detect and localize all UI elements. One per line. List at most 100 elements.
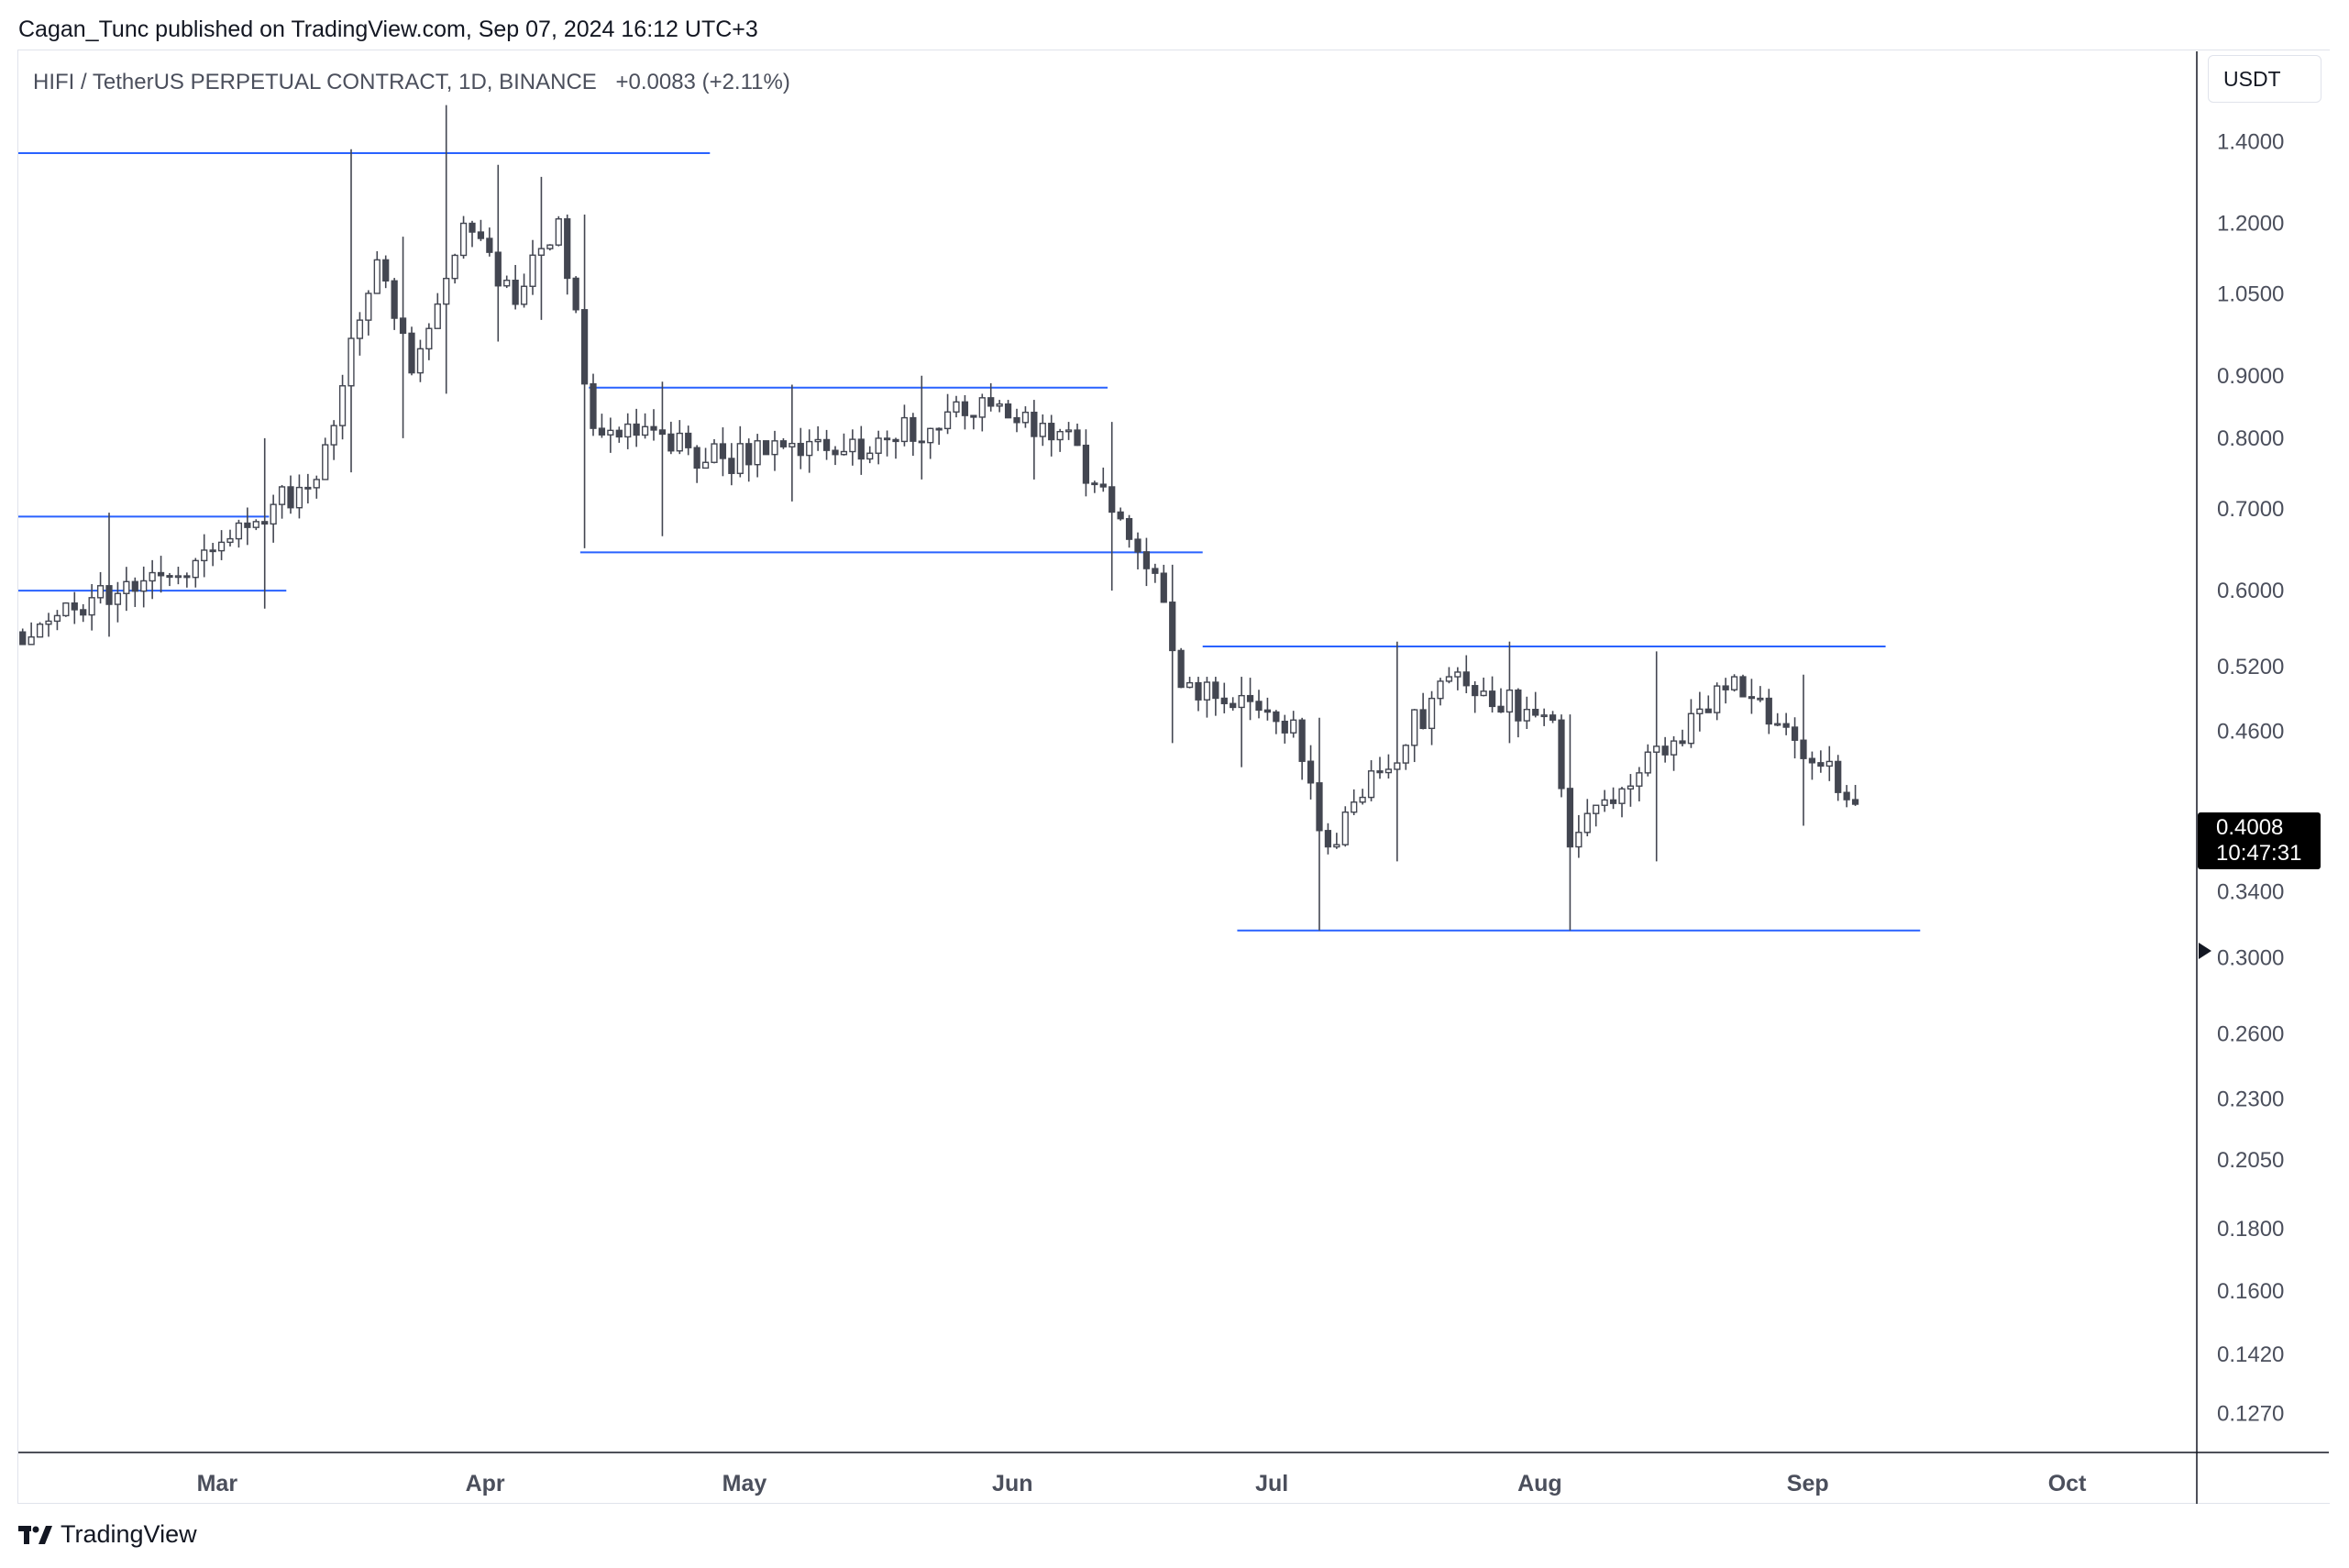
candle (1748, 679, 1756, 714)
candle (754, 434, 761, 478)
candle (745, 438, 753, 482)
candle (1048, 414, 1055, 457)
candle-body-up (814, 438, 822, 443)
candle-body-up (1359, 796, 1366, 803)
candle (910, 413, 917, 457)
candles (19, 105, 1859, 931)
candle (425, 323, 433, 360)
candle (883, 430, 891, 457)
candle (1160, 564, 1167, 603)
candle (866, 446, 874, 464)
candle (1765, 689, 1772, 734)
candle-body-down (244, 522, 251, 528)
brand-name: TradingView (61, 1520, 197, 1548)
candle (373, 250, 380, 294)
candle (391, 278, 398, 330)
candle-body-down (580, 309, 589, 385)
candle (1281, 714, 1288, 744)
symbol-legend: HIFI / TetherUS PERPETUAL CONTRACT, 1D, … (33, 70, 790, 95)
candle-body-up (1523, 708, 1530, 722)
candle (166, 572, 173, 587)
candle-body-up (546, 244, 554, 249)
candle (736, 425, 744, 478)
candle (1402, 744, 1409, 770)
candle-body-down (857, 438, 865, 460)
symbol-title: HIFI / TetherUS PERPETUAL CONTRACT, 1D, … (33, 70, 597, 94)
candle-body-down (1739, 676, 1747, 698)
candle (382, 255, 390, 289)
publisher-line: Cagan_Tunc published on TradingView.com,… (18, 17, 758, 42)
candle-body-up (771, 440, 778, 456)
candle-body-down (1212, 681, 1219, 700)
candle-body-up (1333, 844, 1340, 848)
price-tick-label: 1.2000 (2217, 212, 2284, 237)
currency-unit-button[interactable]: USDT (2208, 55, 2321, 103)
candle (1074, 423, 1081, 447)
candle (814, 425, 822, 451)
candle-body-down (1376, 770, 1384, 774)
candle (1583, 799, 1591, 837)
candle (80, 603, 87, 623)
candle (88, 584, 95, 631)
candle-body-up (875, 437, 882, 454)
candle (96, 571, 105, 604)
candle (978, 393, 986, 432)
candle (961, 394, 969, 430)
candle-body-up (338, 385, 347, 426)
candle (849, 429, 856, 466)
candle-body-up (1757, 697, 1764, 701)
candle (1324, 823, 1332, 855)
candle-body-down (408, 332, 415, 374)
candle (1757, 686, 1764, 702)
candle (537, 176, 546, 320)
candle-body-down (961, 401, 969, 416)
brand-logo[interactable]: TradingView (18, 1520, 197, 1549)
candle-body-up (416, 348, 425, 374)
candle (918, 375, 925, 480)
price-tick-label: 0.4600 (2217, 720, 2284, 745)
candle-body-down (1661, 745, 1669, 756)
candle-body-up (365, 293, 372, 321)
candle (131, 577, 138, 607)
candle-body-down (1488, 690, 1496, 708)
candle (1099, 467, 1107, 492)
axes: 1.60001.40001.20001.05000.90000.80000.70… (18, 51, 2329, 1504)
candle (650, 409, 657, 441)
candle-body-up (1575, 832, 1583, 848)
candle-body-up (1384, 768, 1393, 774)
candle-body-up (806, 440, 813, 457)
candle-body-up (676, 432, 683, 452)
candle-body-up (443, 277, 450, 305)
candle (1384, 754, 1393, 779)
candle (564, 214, 571, 295)
candle (875, 430, 882, 465)
candle-body-down (1817, 762, 1825, 767)
candle-body-down (883, 437, 891, 441)
candle-body-down (399, 317, 407, 335)
candle (261, 437, 269, 609)
candle (1428, 690, 1436, 745)
price-tick-label: 1.0500 (2217, 282, 2284, 307)
candle-body-down (19, 631, 27, 646)
candle (157, 556, 165, 593)
candle (174, 567, 182, 585)
candle-body-down (1462, 671, 1470, 687)
candle (1220, 682, 1228, 713)
candle (1774, 712, 1781, 727)
candle-body-down (910, 416, 917, 442)
candle-body-up (1367, 770, 1375, 799)
candle-body-up (1394, 762, 1401, 770)
time-tick-label: May (722, 1471, 767, 1496)
candle-body-up (1644, 751, 1651, 774)
candle-body-up (278, 486, 286, 505)
candle (633, 408, 640, 447)
candle-body-up (1825, 760, 1833, 767)
candle-body-down (918, 440, 925, 444)
candle (1488, 676, 1496, 713)
candle-body-down (1004, 403, 1012, 419)
candle (1532, 691, 1539, 718)
candle-body-down (1549, 714, 1557, 721)
candle (1679, 729, 1686, 746)
candle (1333, 833, 1340, 849)
